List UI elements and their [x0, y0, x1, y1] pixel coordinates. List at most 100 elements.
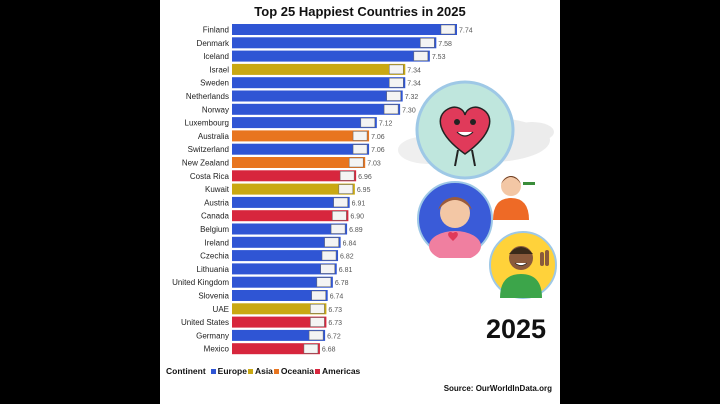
chart-title: Top 25 Happiest Countries in 2025 [254, 4, 465, 19]
bar-iceland [232, 50, 430, 62]
value-label-united-kingdom: 6.78 [335, 280, 349, 287]
category-label-uae: UAE [213, 305, 229, 314]
bars-group: Finland 7.74 Denmark 7.58 Iceland 7.53 Israel 7… [172, 24, 473, 355]
value-label-uae: 6.73 [328, 307, 342, 314]
legend-swatch-americas [315, 368, 320, 374]
bar-sweden [232, 77, 406, 89]
value-label-israel: 7.34 [407, 67, 421, 74]
legend-title: Continent [166, 366, 206, 376]
legend-item-europe: Europe [210, 366, 247, 376]
flag-icon-czechia [321, 250, 337, 261]
legend-item-oceania: Oceania [273, 366, 314, 376]
year-label: 2025 [486, 314, 547, 344]
value-label-lithuania: 6.81 [339, 267, 353, 274]
flag-icon-canada [332, 210, 347, 221]
value-label-switzerland: 7.06 [371, 147, 385, 154]
bar-united-kingdom [232, 276, 333, 288]
bar-new-zealand [232, 157, 366, 168]
bar-luxembourg [232, 117, 377, 129]
bar-austria [232, 196, 350, 208]
category-label-costa-rica: Costa Rica [190, 172, 230, 181]
bar-united-states [232, 316, 327, 328]
category-label-austria: Austria [204, 198, 229, 207]
category-label-norway: Norway [202, 105, 229, 114]
legend-swatch-oceania [273, 368, 279, 374]
bar-ireland [232, 236, 341, 248]
category-label-luxembourg: Luxembourg [185, 119, 229, 128]
value-label-austria: 6.91 [352, 200, 366, 207]
chart-panel: Top 25 Happiest Countries in 2025 Finlan… [160, 0, 560, 404]
category-label-finland: Finland [203, 26, 229, 35]
category-label-canada: Canada [201, 212, 230, 221]
value-label-norway: 7.30 [402, 107, 416, 114]
legend-item-asia: Asia [247, 366, 273, 376]
value-label-sweden: 7.34 [407, 81, 421, 88]
bar-lithuania [232, 263, 337, 275]
bar-canada [232, 210, 349, 222]
category-label-australia: Australia [198, 132, 230, 141]
value-label-canada: 6.90 [350, 214, 364, 221]
value-label-netherlands: 7.32 [405, 94, 419, 101]
value-label-costa-rica: 6.96 [358, 174, 372, 181]
flag-icon-germany [308, 330, 324, 341]
heart-mascot-illustration [415, 80, 515, 185]
bar-switzerland [232, 143, 370, 155]
bar-israel [232, 63, 406, 75]
value-label-australia: 7.06 [371, 134, 385, 141]
bar-netherlands [232, 90, 403, 102]
category-label-kuwait: Kuwait [205, 185, 230, 194]
value-label-kuwait: 6.95 [357, 187, 371, 194]
flag-icon-united-states [310, 317, 325, 327]
category-label-switzerland: Switzerland [188, 145, 229, 154]
flag-icon-costa-rica [339, 171, 355, 181]
flag-icon-netherlands [386, 91, 401, 101]
bar-denmark [232, 37, 437, 49]
value-label-luxembourg: 7.12 [379, 121, 393, 128]
bar-finland [232, 24, 457, 35]
category-label-lithuania: Lithuania [197, 265, 230, 274]
bar-chart: Top 25 Happiest Countries in 2025 Finlan… [172, 4, 554, 355]
category-label-slovenia: Slovenia [198, 292, 229, 301]
value-label-slovenia: 6.74 [330, 294, 344, 301]
flag-icon-luxembourg [360, 117, 376, 128]
flag-icon-sweden [389, 77, 404, 88]
value-label-iceland: 7.53 [432, 54, 446, 61]
flag-icon-austria [333, 197, 348, 208]
flag-icon-switzerland [352, 144, 368, 154]
person-peace-sign-illustration [488, 230, 558, 305]
bar-belgium [232, 223, 348, 235]
category-label-belgium: Belgium [200, 225, 229, 234]
bar-uae [232, 303, 327, 315]
flag-icon-belgium [330, 224, 346, 234]
bar-costa-rica [232, 170, 357, 182]
value-label-mexico: 6.68 [322, 347, 336, 354]
value-label-new-zealand: 7.03 [367, 161, 381, 168]
bar-mexico [232, 343, 320, 355]
category-label-ireland: Ireland [205, 238, 229, 247]
value-label-denmark: 7.58 [438, 41, 452, 48]
category-label-united-states: United States [181, 318, 229, 327]
flag-icon-australia [352, 131, 368, 141]
bar-germany [232, 329, 326, 341]
flag-icon-slovenia [311, 290, 326, 301]
value-label-finland: 7.74 [459, 28, 473, 35]
bar-australia [232, 130, 370, 142]
bar-czechia [232, 250, 339, 262]
flag-icon-uae [310, 304, 325, 314]
bar-slovenia [232, 290, 328, 301]
value-label-united-states: 6.73 [328, 320, 342, 327]
value-label-belgium: 6.89 [349, 227, 363, 234]
value-label-ireland: 6.84 [343, 240, 357, 247]
category-label-germany: Germany [196, 331, 229, 340]
flag-icon-iceland [413, 51, 429, 61]
legend-swatch-europe [210, 368, 216, 374]
bar-norway [232, 103, 401, 115]
bar-kuwait [232, 183, 355, 195]
flag-icon-united-kingdom [316, 277, 332, 287]
flag-icon-norway [383, 104, 399, 115]
flag-icon-israel [389, 64, 404, 75]
flag-icon-mexico [303, 343, 319, 354]
category-label-iceland: Iceland [203, 52, 229, 61]
source-note: Source: OurWorldInData.org [443, 384, 552, 393]
flag-icon-denmark [420, 38, 435, 48]
